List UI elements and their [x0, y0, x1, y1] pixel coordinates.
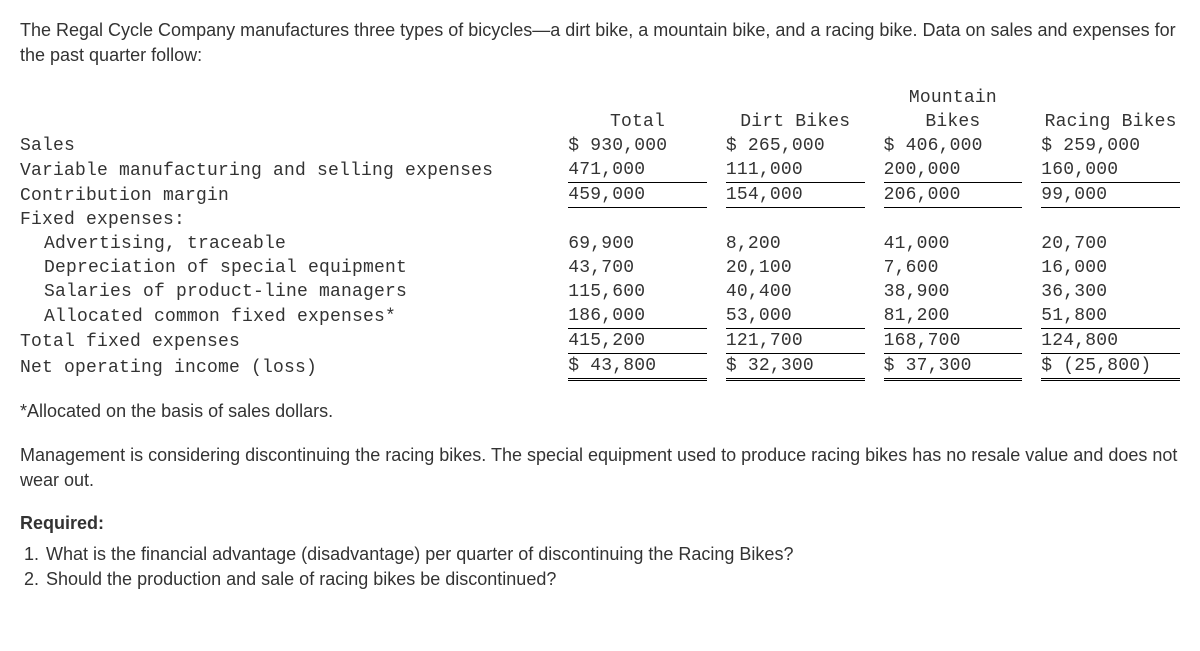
cell: 36,300	[1041, 280, 1180, 304]
cell: 7,600	[884, 256, 1023, 280]
row-sal: Salaries of product-line managers 115,60…	[20, 280, 1180, 304]
row-fixed-header: Fixed expenses:	[20, 208, 1180, 233]
cell: 20,100	[726, 256, 865, 280]
cell: 40,400	[726, 280, 865, 304]
cell: 111,000	[726, 158, 865, 183]
label-contrib: Contribution margin	[20, 183, 549, 208]
required-heading: Required:	[20, 511, 1180, 536]
cell: 69,900	[568, 232, 707, 256]
label-sal: Salaries of product-line managers	[20, 280, 549, 304]
cell: $ (25,800)	[1041, 354, 1180, 380]
cell: $ 43,800	[568, 354, 707, 380]
row-totfix: Total fixed expenses 415,200 121,700 168…	[20, 329, 1180, 354]
cell: 8,200	[726, 232, 865, 256]
cell: 459,000	[568, 183, 707, 208]
label-adv: Advertising, traceable	[20, 232, 549, 256]
cell: 168,700	[884, 329, 1023, 354]
cell: $ 32,300	[726, 354, 865, 380]
label-sales: Sales	[20, 134, 549, 158]
cell: 53,000	[726, 304, 865, 329]
label-fixedhdr: Fixed expenses:	[20, 208, 549, 233]
financial-table: Mountain Total Dirt Bikes Bikes Racing B…	[20, 86, 1180, 381]
row-alloc: Allocated common fixed expenses* 186,000…	[20, 304, 1180, 329]
cell: 186,000	[568, 304, 707, 329]
management-paragraph: Management is considering discontinuing …	[20, 443, 1180, 493]
cell: 415,200	[568, 329, 707, 354]
cell: 81,200	[884, 304, 1023, 329]
cell: $ 259,000	[1041, 134, 1180, 158]
row-contrib: Contribution margin 459,000 154,000 206,…	[20, 183, 1180, 208]
footnote: *Allocated on the basis of sales dollars…	[20, 399, 1180, 424]
col-racing: Racing Bikes	[1041, 110, 1180, 134]
cell: 200,000	[884, 158, 1023, 183]
cell: 124,800	[1041, 329, 1180, 354]
col-dirt: Dirt Bikes	[726, 110, 865, 134]
table-header-row-1: Mountain	[20, 86, 1180, 110]
col-mountain-line1: Mountain	[884, 86, 1023, 110]
col-total: Total	[568, 110, 707, 134]
table-header-row-2: Total Dirt Bikes Bikes Racing Bikes	[20, 110, 1180, 134]
cell: $ 406,000	[884, 134, 1023, 158]
label-noi: Net operating income (loss)	[20, 354, 549, 380]
row-varexp: Variable manufacturing and selling expen…	[20, 158, 1180, 183]
row-noi: Net operating income (loss) $ 43,800 $ 3…	[20, 354, 1180, 380]
cell: 471,000	[568, 158, 707, 183]
cell: $ 265,000	[726, 134, 865, 158]
row-adv: Advertising, traceable 69,900 8,200 41,0…	[20, 232, 1180, 256]
cell: 154,000	[726, 183, 865, 208]
cell: 99,000	[1041, 183, 1180, 208]
cell: 43,700	[568, 256, 707, 280]
cell: 16,000	[1041, 256, 1180, 280]
row-sales: Sales $ 930,000 $ 265,000 $ 406,000 $ 25…	[20, 134, 1180, 158]
cell: 38,900	[884, 280, 1023, 304]
cell: 41,000	[884, 232, 1023, 256]
cell: 51,800	[1041, 304, 1180, 329]
cell: 20,700	[1041, 232, 1180, 256]
cell: 121,700	[726, 329, 865, 354]
cell: $ 930,000	[568, 134, 707, 158]
cell: 160,000	[1041, 158, 1180, 183]
row-dep: Depreciation of special equipment 43,700…	[20, 256, 1180, 280]
label-totfix: Total fixed expenses	[20, 329, 549, 354]
required-list: What is the financial advantage (disadva…	[26, 542, 1180, 592]
label-alloc: Allocated common fixed expenses*	[20, 304, 549, 329]
required-item-2: Should the production and sale of racing…	[44, 567, 1180, 592]
cell: $ 37,300	[884, 354, 1023, 380]
intro-paragraph: The Regal Cycle Company manufactures thr…	[20, 18, 1180, 68]
cell: 206,000	[884, 183, 1023, 208]
col-mountain-line2: Bikes	[884, 110, 1023, 134]
label-dep: Depreciation of special equipment	[20, 256, 549, 280]
required-item-1: What is the financial advantage (disadva…	[44, 542, 1180, 567]
cell: 115,600	[568, 280, 707, 304]
label-varexp: Variable manufacturing and selling expen…	[20, 158, 549, 183]
